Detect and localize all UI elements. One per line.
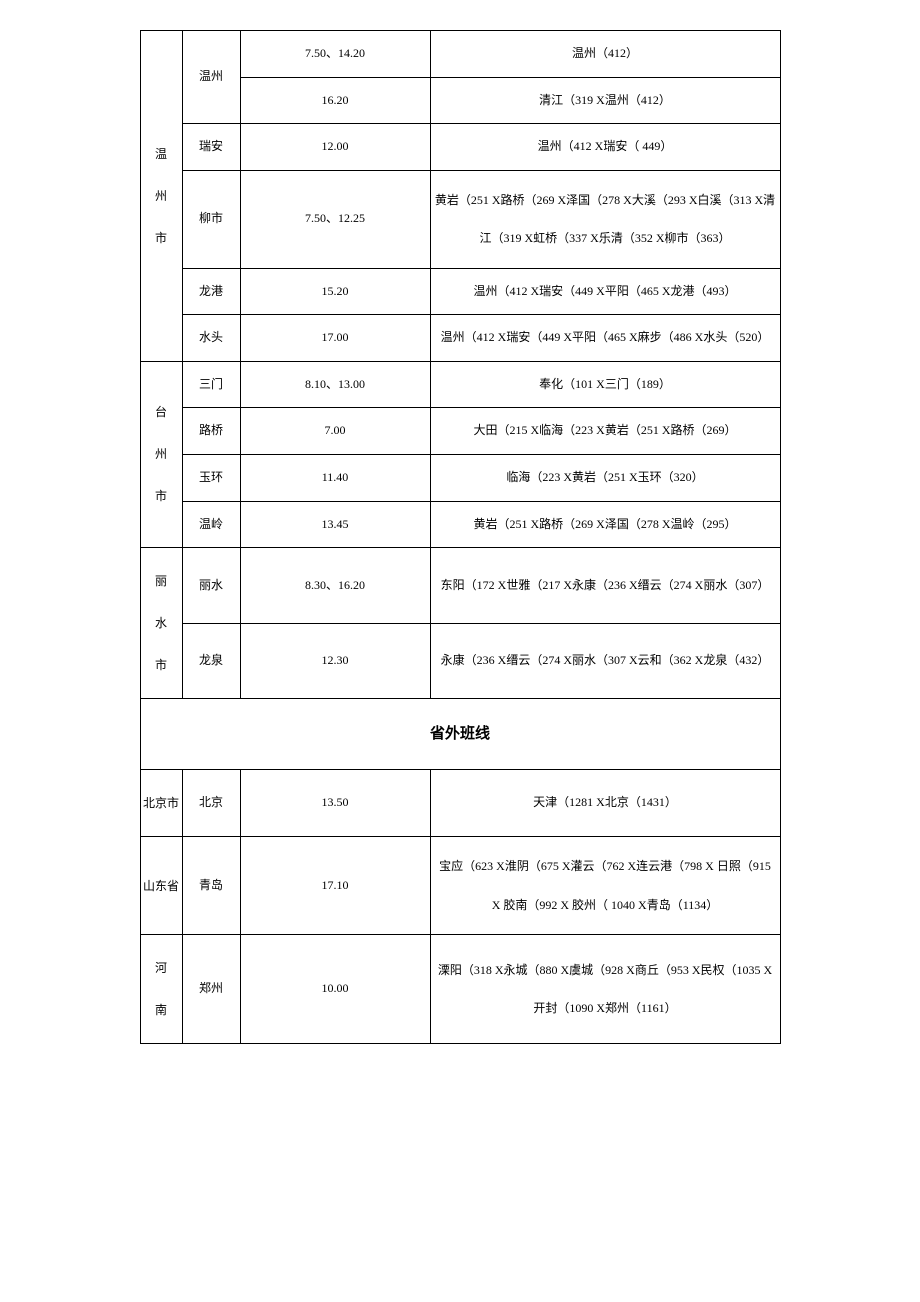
table-row: 水头17.00温州（412 X瑞安（449 X平阳（465 X麻步（486 X水… (140, 315, 780, 362)
region-cell: 河南 (140, 934, 182, 1043)
page-container: 温州市温州7.50、14.20温州（412）16.20清江（319 X温州（41… (0, 0, 920, 1074)
time-cell: 12.30 (240, 623, 430, 699)
region-cell: 北京市 (140, 770, 182, 837)
region-cell: 山东省 (140, 837, 182, 935)
time-cell: 17.10 (240, 837, 430, 935)
route-cell: 奉化（101 X三门（189） (430, 361, 780, 408)
time-cell: 13.50 (240, 770, 430, 837)
time-cell: 7.50、12.25 (240, 170, 430, 268)
time-cell: 16.20 (240, 77, 430, 124)
table-row: 龙泉12.30永康（236 X缙云（274 X丽水（307 X云和（362 X龙… (140, 623, 780, 699)
time-cell: 15.20 (240, 268, 430, 315)
route-cell: 黄岩（251 X路桥（269 X泽国（278 X温岭（295） (430, 501, 780, 548)
destination-cell: 青岛 (182, 837, 240, 935)
time-cell: 8.30、16.20 (240, 548, 430, 624)
time-cell: 13.45 (240, 501, 430, 548)
table-row: 北京市北京13.50天津（1281 X北京（1431） (140, 770, 780, 837)
time-cell: 10.00 (240, 934, 430, 1043)
table-body: 温州市温州7.50、14.20温州（412）16.20清江（319 X温州（41… (140, 31, 780, 1044)
route-cell: 温州（412 X瑞安（449 X平阳（465 X麻步（486 X水头（520） (430, 315, 780, 362)
region-cell: 丽水市 (140, 548, 182, 699)
route-cell: 临海（223 X黄岩（251 X玉环（320） (430, 454, 780, 501)
table-row: 温岭13.45黄岩（251 X路桥（269 X泽国（278 X温岭（295） (140, 501, 780, 548)
route-cell: 黄岩（251 X路桥（269 X泽国（278 X大溪（293 X白溪（313 X… (430, 170, 780, 268)
table-row: 河南郑州10.00溧阳（318 X永城（880 X虞城（928 X商丘（953 … (140, 934, 780, 1043)
route-cell: 溧阳（318 X永城（880 X虞城（928 X商丘（953 X民权（1035 … (430, 934, 780, 1043)
destination-cell: 郑州 (182, 934, 240, 1043)
route-cell: 大田（215 X临海（223 X黄岩（251 X路桥（269） (430, 408, 780, 455)
time-cell: 7.50、14.20 (240, 31, 430, 78)
destination-cell: 水头 (182, 315, 240, 362)
destination-cell: 瑞安 (182, 124, 240, 171)
region-cell: 温州市 (140, 31, 182, 362)
table-row: 龙港15.20温州（412 X瑞安（449 X平阳（465 X龙港（493） (140, 268, 780, 315)
route-cell: 宝应（623 X淮阴（675 X灌云（762 X连云港（798 X 日照（915… (430, 837, 780, 935)
destination-cell: 路桥 (182, 408, 240, 455)
destination-cell: 三门 (182, 361, 240, 408)
destination-cell: 温州 (182, 31, 240, 124)
route-cell: 温州（412 X瑞安（449 X平阳（465 X龙港（493） (430, 268, 780, 315)
time-cell: 7.00 (240, 408, 430, 455)
table-row: 玉环11.40临海（223 X黄岩（251 X玉环（320） (140, 454, 780, 501)
table-row: 路桥7.00大田（215 X临海（223 X黄岩（251 X路桥（269） (140, 408, 780, 455)
destination-cell: 龙港 (182, 268, 240, 315)
time-cell: 12.00 (240, 124, 430, 171)
section-header: 省外班线 (140, 699, 780, 770)
destination-cell: 北京 (182, 770, 240, 837)
route-cell: 清江（319 X温州（412） (430, 77, 780, 124)
destination-cell: 玉环 (182, 454, 240, 501)
table-row: 丽水市丽水8.30、16.20东阳（172 X世雅（217 X永康（236 X缙… (140, 548, 780, 624)
destination-cell: 丽水 (182, 548, 240, 624)
route-cell: 天津（1281 X北京（1431） (430, 770, 780, 837)
route-cell: 温州（412 X瑞安（ 449） (430, 124, 780, 171)
destination-cell: 柳市 (182, 170, 240, 268)
time-cell: 17.00 (240, 315, 430, 362)
route-cell: 温州（412） (430, 31, 780, 78)
table-row: 温州市温州7.50、14.20温州（412） (140, 31, 780, 78)
time-cell: 11.40 (240, 454, 430, 501)
route-cell: 永康（236 X缙云（274 X丽水（307 X云和（362 X龙泉（432） (430, 623, 780, 699)
destination-cell: 龙泉 (182, 623, 240, 699)
destination-cell: 温岭 (182, 501, 240, 548)
region-cell: 台州市 (140, 361, 182, 547)
table-row: 山东省青岛17.10宝应（623 X淮阴（675 X灌云（762 X连云港（79… (140, 837, 780, 935)
table-row: 柳市7.50、12.25黄岩（251 X路桥（269 X泽国（278 X大溪（2… (140, 170, 780, 268)
schedule-table: 温州市温州7.50、14.20温州（412）16.20清江（319 X温州（41… (140, 30, 781, 1044)
table-row: 省外班线 (140, 699, 780, 770)
time-cell: 8.10、13.00 (240, 361, 430, 408)
table-row: 台州市三门8.10、13.00奉化（101 X三门（189） (140, 361, 780, 408)
route-cell: 东阳（172 X世雅（217 X永康（236 X缙云（274 X丽水（307） (430, 548, 780, 624)
table-row: 瑞安12.00温州（412 X瑞安（ 449） (140, 124, 780, 171)
